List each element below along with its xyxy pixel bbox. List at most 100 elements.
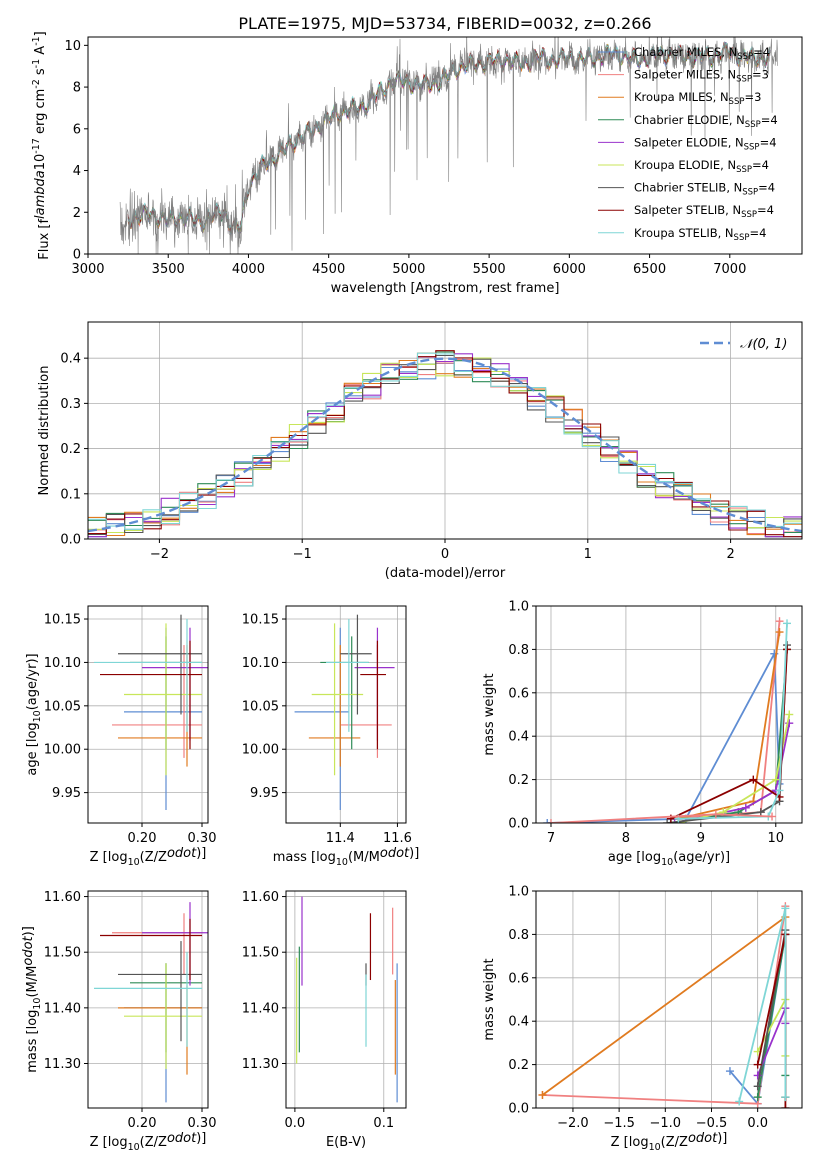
x-tick-label: 2 bbox=[726, 547, 734, 562]
weight-marker-kroupa-stelib bbox=[783, 619, 792, 628]
y-tick-label: 6 bbox=[73, 122, 81, 137]
y-tick-label: 11.30 bbox=[242, 1057, 279, 1072]
x-tick-label: 7 bbox=[547, 831, 555, 846]
weight-marker-kroupa-miles bbox=[538, 1090, 547, 1099]
mass-vs-Z-x-axis-label: Z [log10(Z/Zodot)] bbox=[90, 1131, 207, 1153]
spectrum-x-axis-label: wavelength [Angstrom, rest frame] bbox=[331, 281, 560, 296]
point-kroupa-stelib bbox=[326, 619, 369, 732]
age-vs-Z-y-axis-label: age [log10(age/yr)] bbox=[25, 653, 43, 775]
residuals: −2 −1 0 1 2 0.0 0.1 0.2 0.3 0.4 (data-model)/error… bbox=[37, 321, 803, 581]
charts: 3000 3500 4000 4500 5000 5500 6000 6500 7000 0 2 4 6… bbox=[21, 31, 803, 1153]
figure-title: PLATE=1975, MJD=53734, FIBERID=0032, z=0… bbox=[238, 14, 651, 33]
x-tick-label: −2.0 bbox=[557, 1116, 589, 1131]
legend-label-chabrier-elodie: Chabrier ELODIE, NSSP=4 bbox=[634, 113, 778, 130]
point-kroupa-elodie bbox=[124, 623, 202, 776]
spectrum: 3000 3500 4000 4500 5000 5500 6000 6500 7000 0 2 4 6… bbox=[31, 31, 803, 296]
weight-marker-salpeter-miles bbox=[768, 812, 777, 821]
point-salpeter-elodie bbox=[142, 902, 208, 986]
y-tick-label: 0.0 bbox=[60, 533, 81, 548]
x-tick-label: −2 bbox=[150, 547, 169, 562]
weight-vs-age-y-axis-label: mass weight bbox=[482, 673, 497, 755]
y-tick-label: 10 bbox=[64, 39, 81, 54]
x-tick-label: 0 bbox=[441, 547, 449, 562]
y-tick-label: 11.40 bbox=[242, 1001, 279, 1016]
y-tick-label: 0 bbox=[73, 248, 81, 263]
mass-vs-ebv: 0.0 0.1 11.30 11.40 11.50 11.60 E(B-V) bbox=[242, 890, 407, 1150]
y-tick-label: 0.2 bbox=[508, 1058, 529, 1073]
point-salpeter-stelib bbox=[100, 640, 202, 750]
x-tick-label: 0.20 bbox=[128, 831, 157, 846]
mass-vs-Z-y-axis-label: mass [log10(M/Modot)] bbox=[21, 926, 43, 1073]
spectrum-frame bbox=[87, 36, 803, 255]
legend-label-kroupa-miles: Kroupa MILES, NSSP=3 bbox=[634, 90, 761, 107]
weight-line-salpeter-miles bbox=[670, 621, 781, 820]
x-tick-label: 5000 bbox=[392, 262, 425, 277]
x-tick-label: 1 bbox=[584, 547, 592, 562]
point-kroupa-stelib bbox=[94, 952, 202, 1047]
weight-marker-chabrier-stelib bbox=[753, 1082, 762, 1091]
x-tick-label: 11.4 bbox=[326, 831, 355, 846]
mass-vs-Z: 0.20 0.30 11.30 11.40 11.50 11.60 Z [log10(Z/Z… bbox=[21, 890, 216, 1153]
spectrum-plot-area bbox=[119, 37, 778, 254]
weight-vs-age-frame bbox=[535, 605, 803, 824]
age-vs-mass: 11.4 11.6 9.95 10.00 10.05 10.10 10.15 mass [lo… bbox=[242, 605, 420, 868]
x-tick-label: 8 bbox=[622, 831, 630, 846]
residuals-y-axis-label: Normed distribution bbox=[37, 366, 52, 496]
y-tick-label: 10.15 bbox=[44, 613, 81, 628]
x-tick-label: 3500 bbox=[152, 262, 185, 277]
weight-marker-kroupa-miles bbox=[775, 628, 784, 637]
age-vs-mass-x-axis-label: mass [log10(M/Modot)] bbox=[273, 846, 420, 868]
weight-marker-salpeter-elodie bbox=[670, 819, 679, 823]
legend-label-kroupa-stelib: Kroupa STELIB, NSSP=4 bbox=[634, 226, 766, 243]
weight-vs-Z-x-axis-label: Z [log10(Z/Zodot)] bbox=[611, 1131, 728, 1153]
x-tick-label: 0.1 bbox=[373, 1116, 394, 1131]
y-tick-label: 0.6 bbox=[508, 971, 529, 986]
y-tick-label: 2 bbox=[73, 206, 81, 221]
y-tick-label: 1.0 bbox=[508, 600, 529, 615]
weight-marker-salpeter-miles bbox=[546, 819, 555, 823]
x-tick-label: 0.0 bbox=[747, 1116, 768, 1131]
weight-vs-Z: −2.0 −1.5 −1.0 −0.5 0.0 0.0 0.2 0.4 0.6 0.8 1.0 Z [… bbox=[482, 885, 803, 1153]
weight-vs-age-plot-area bbox=[543, 617, 794, 823]
x-tick-label: 6500 bbox=[633, 262, 666, 277]
age-vs-mass-frame bbox=[285, 605, 407, 824]
x-tick-label: −1.0 bbox=[650, 1116, 682, 1131]
y-tick-label: 0.1 bbox=[60, 487, 81, 502]
point-salpeter-elodie bbox=[354, 627, 395, 741]
histogram-kroupa-stelib bbox=[88, 352, 802, 530]
weight-marker-kroupa-stelib bbox=[735, 1097, 744, 1106]
y-tick-label: 11.50 bbox=[242, 946, 279, 961]
x-tick-label: 5500 bbox=[473, 262, 506, 277]
point-salpeter-miles bbox=[112, 913, 202, 975]
point-chabrier-stelib bbox=[118, 614, 202, 715]
weight-vs-age-x-axis-label: age [log10(age/yr)] bbox=[608, 850, 730, 868]
weight-marker-kroupa-stelib bbox=[781, 904, 790, 913]
x-tick-label: 0.0 bbox=[285, 1116, 306, 1131]
mass-vs-Z-plot-area bbox=[94, 902, 208, 1103]
y-tick-label: 10.15 bbox=[242, 613, 279, 628]
point-kroupa-elodie bbox=[124, 963, 202, 1070]
point-salpeter-elodie bbox=[142, 627, 208, 741]
weight-marker-salpeter-stelib bbox=[783, 645, 792, 654]
point-kroupa-elodie bbox=[311, 623, 364, 776]
legend-label-salpeter-miles: Salpeter MILES, NSSP=3 bbox=[634, 68, 769, 85]
data-spectrum bbox=[119, 37, 778, 254]
y-tick-label: 11.30 bbox=[44, 1057, 81, 1072]
y-tick-label: 11.60 bbox=[242, 890, 279, 905]
x-tick-label: 6000 bbox=[553, 262, 586, 277]
y-tick-label: 9.95 bbox=[250, 786, 279, 801]
weight-marker-kroupa-stelib bbox=[781, 1093, 790, 1102]
weight-line-kroupa-miles bbox=[541, 916, 787, 1098]
x-tick-label: −1.5 bbox=[603, 1116, 635, 1131]
point-salpeter-stelib bbox=[360, 640, 386, 750]
x-tick-label: 0.20 bbox=[128, 1116, 157, 1131]
weight-vs-Z-plot-area bbox=[538, 902, 790, 1108]
mass-vs-ebv-x-axis-label: E(B-V) bbox=[326, 1135, 366, 1150]
weight-marker-salpeter-miles bbox=[711, 810, 720, 819]
y-tick-label: 10.00 bbox=[44, 743, 81, 758]
spectrum-y-axis-label: Flux [flambda10-17 erg cm-2 s-1 A-1] bbox=[31, 31, 52, 260]
x-tick-label: 3000 bbox=[71, 262, 104, 277]
y-tick-label: 0.2 bbox=[60, 442, 81, 457]
weight-marker-chabrier-stelib bbox=[756, 808, 765, 817]
mass-vs-ebv-frame bbox=[285, 890, 407, 1109]
